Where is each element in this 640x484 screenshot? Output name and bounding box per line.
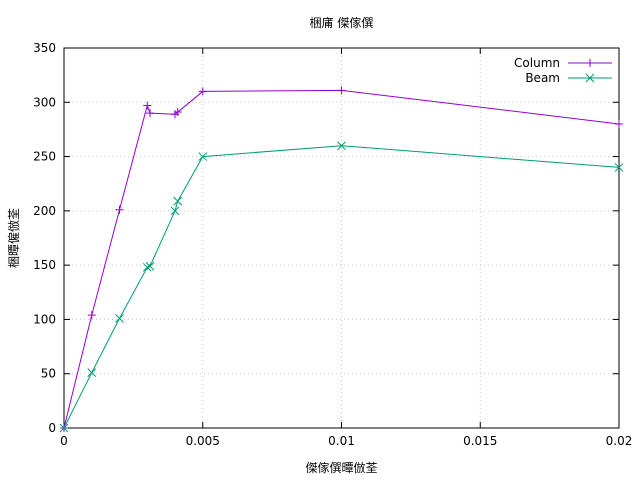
data-point-column — [173, 108, 182, 117]
data-point-beam — [614, 163, 624, 172]
data-point-column — [198, 87, 207, 96]
x-tick-label: 0.02 — [606, 434, 633, 448]
y-tick-label: 50 — [41, 367, 56, 381]
data-point-column — [143, 101, 152, 110]
x-tick-label: 0.015 — [463, 434, 497, 448]
legend-label-column: Column — [514, 56, 560, 70]
data-point-column — [615, 120, 623, 128]
axis-ticks: 0 50 100 150 200 250 300 350 0 0.005 0.01 0.015 0.02 — [33, 41, 632, 448]
y-tick-label: 200 — [33, 204, 56, 218]
x-tick-label: 0.005 — [186, 434, 220, 448]
x-tick-label: 0.01 — [328, 434, 355, 448]
data-point-column — [337, 86, 346, 95]
data-point-beam — [170, 206, 180, 216]
legend-label-beam: Beam — [525, 71, 560, 85]
data-point-column — [146, 109, 155, 118]
x-tick-label: 0 — [60, 434, 68, 448]
y-tick-label: 150 — [33, 258, 56, 272]
data-point-column — [87, 311, 96, 320]
data-point-beam — [198, 152, 208, 161]
data-point-beam — [142, 262, 152, 272]
grid-lines — [64, 48, 619, 428]
y-tick-label: 350 — [33, 41, 56, 55]
data-point-beam — [173, 196, 183, 206]
series-line-beam — [63, 145, 620, 429]
x-axis-label: 傑傢僎曋倣荃 — [305, 460, 377, 475]
y-tick-label: 300 — [33, 95, 56, 109]
y-axis-label: 梱曋僱倣荃 — [6, 208, 21, 268]
legend-marker-beam — [585, 73, 595, 83]
data-point-beam — [145, 261, 155, 271]
y-tick-label: 100 — [33, 312, 56, 326]
data-point-beam — [59, 423, 69, 433]
data-point-column — [115, 205, 124, 214]
y-tick-label: 0 — [48, 421, 56, 435]
y-tick-label: 250 — [33, 150, 56, 164]
chart-title: 梱庯 傑傢僎 — [310, 15, 374, 30]
data-point-beam — [337, 141, 346, 151]
data-point-beam — [87, 368, 97, 377]
data-point-beam — [115, 313, 124, 323]
series-line-column — [63, 89, 620, 429]
series-layer — [59, 86, 624, 433]
legend-marker-column — [586, 59, 594, 67]
